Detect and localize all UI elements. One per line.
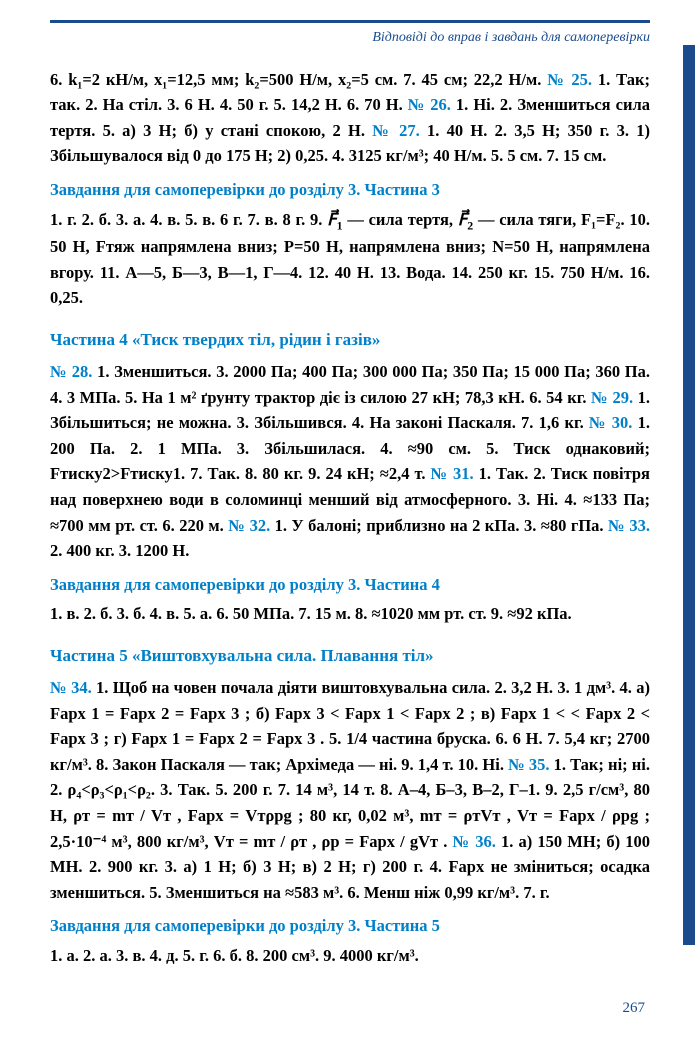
main-content: 6. k₁=2 кН/м, x₁=12,5 мм; k₂=500 Н/м, x₂… bbox=[50, 67, 650, 969]
header-rule bbox=[50, 20, 650, 23]
side-accent-bar bbox=[683, 45, 695, 945]
exercise-ref: № 25. bbox=[547, 70, 592, 89]
exercise-ref: № 35. bbox=[508, 755, 549, 774]
text-block: 6. k₁=2 кН/м, x₁=12,5 мм; k₂=500 Н/м, x₂… bbox=[50, 67, 650, 169]
exercise-ref: № 32. bbox=[228, 516, 270, 535]
exercise-ref: № 30. bbox=[589, 413, 632, 432]
text-block: № 28. 1. Зменшиться. 3. 2000 Па; 400 Па;… bbox=[50, 359, 650, 564]
answer-text: 1. г. 2. б. 3. а. 4. в. 5. в. 6 г. 7. в.… bbox=[50, 210, 650, 308]
page-number: 267 bbox=[623, 997, 646, 1020]
exercise-ref: № 33. bbox=[608, 516, 650, 535]
section-heading: Частина 5 «Виштовхувальна сила. Плавання… bbox=[50, 643, 650, 669]
text-block: 1. г. 2. б. 3. а. 4. в. 5. в. 6 г. 7. в.… bbox=[50, 207, 650, 311]
exercise-ref: № 34. bbox=[50, 678, 92, 697]
section-subheading: Завдання для самоперевірки до розділу 3.… bbox=[50, 177, 650, 203]
section-subheading: Завдання для самоперевірки до розділу 3.… bbox=[50, 913, 650, 939]
answer-text: 2. 400 кг. 3. 1200 Н. bbox=[50, 541, 189, 560]
exercise-ref: № 28. bbox=[50, 362, 92, 381]
section-subheading: Завдання для самоперевірки до розділу 3.… bbox=[50, 572, 650, 598]
exercise-ref: № 36. bbox=[453, 832, 496, 851]
exercise-ref: № 31. bbox=[430, 464, 473, 483]
text-block: № 34. 1. Щоб на човен почала діяти вишто… bbox=[50, 675, 650, 905]
answer-text: 1. У балоні; приблизно на 2 кПа. 3. ≈80 … bbox=[270, 516, 608, 535]
page-header: Відповіді до вправ і завдань для самопер… bbox=[50, 27, 650, 49]
answer-text: 6. k₁=2 кН/м, x₁=12,5 мм; k₂=500 Н/м, x₂… bbox=[50, 70, 541, 89]
answer-text: 1. Зменшиться. 3. 2000 Па; 400 Па; 300 0… bbox=[50, 362, 650, 407]
answer-text: 1. а. 2. а. 3. в. 4. д. 5. г. 6. б. 8. 2… bbox=[50, 943, 650, 969]
answer-text: 1. в. 2. б. 3. б. 4. в. 5. а. 6. 50 МПа.… bbox=[50, 601, 650, 627]
exercise-ref: № 26. bbox=[408, 95, 451, 114]
exercise-ref: № 27. bbox=[372, 121, 420, 140]
exercise-ref: № 29. bbox=[591, 388, 633, 407]
section-heading: Частина 4 «Тиск твердих тіл, рідин і газ… bbox=[50, 327, 650, 353]
